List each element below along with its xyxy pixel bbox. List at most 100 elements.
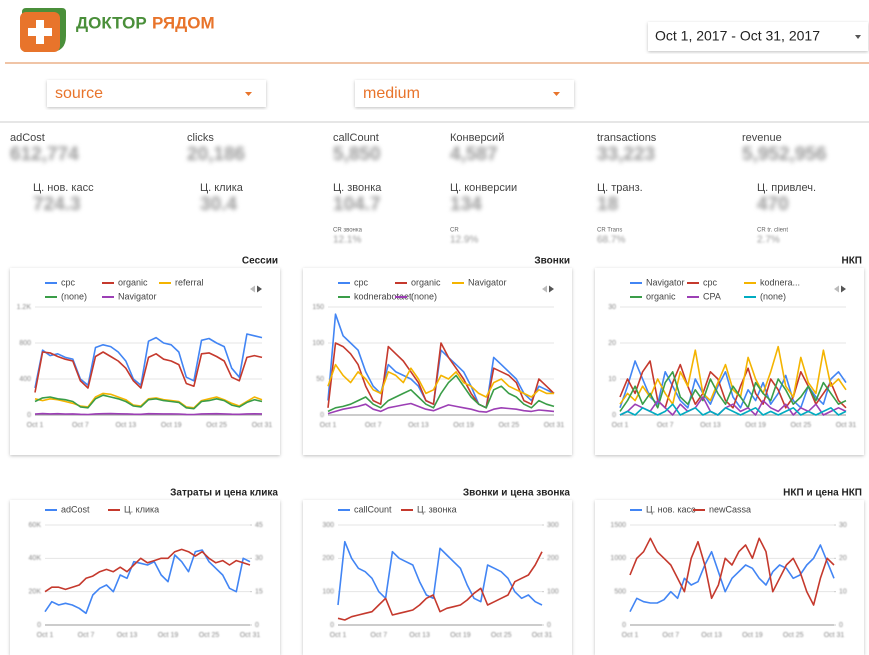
logo-word: РЯДОМ <box>152 13 215 32</box>
series-line <box>619 371 847 412</box>
series-line <box>629 544 835 613</box>
series-line <box>327 402 555 415</box>
metric-value: 724.3 <box>33 194 81 215</box>
y-tick-label: 0 <box>37 622 41 629</box>
x-tick-label: Oct 25 <box>498 422 519 429</box>
filter-box[interactable] <box>47 80 266 107</box>
y-tick-label: 20K <box>29 589 42 596</box>
series-line <box>629 537 835 606</box>
x-tick-label: Oct 1 <box>37 632 54 639</box>
x-tick-label: Oct 1 <box>320 422 337 429</box>
x-tick-label: Oct 19 <box>742 632 763 639</box>
y-tick-label: 1.2K <box>17 304 32 311</box>
legend-label: kodnera... <box>760 277 800 287</box>
filter-text: source <box>55 85 103 102</box>
y-tick-label: 0 <box>612 412 616 419</box>
y-tick-label: 100 <box>322 589 334 596</box>
y-tick-label: 100 <box>312 340 324 347</box>
series-line <box>34 394 263 410</box>
legend-label: referral <box>175 277 204 287</box>
pager-next <box>549 285 554 293</box>
x-tick-label: Oct 31 <box>240 632 261 639</box>
pager-prev <box>542 285 547 293</box>
series-line <box>327 342 555 409</box>
metric-value: 612,774 <box>10 144 79 165</box>
cr-value: 68.7% <box>597 235 625 246</box>
pager-next <box>841 285 846 293</box>
metric-value: 104.7 <box>333 194 381 215</box>
y2-tick-label: 100 <box>547 589 559 596</box>
y-tick-label: 30 <box>608 304 616 311</box>
x-tick-label: Oct 25 <box>491 632 512 639</box>
logo-cross <box>28 20 52 44</box>
cr-label: CR tr. client <box>757 228 788 234</box>
x-tick-label: Oct 13 <box>700 422 721 429</box>
x-tick-label: Oct 1 <box>27 422 44 429</box>
metric-label: revenue <box>742 132 782 144</box>
legend-label: cpc <box>354 277 369 287</box>
chart-title: Звонки и цена звонка <box>463 488 571 499</box>
y2-tick-label: 300 <box>547 522 559 529</box>
x-tick-label: Oct 31 <box>532 632 553 639</box>
metric-value: 4,587 <box>450 144 498 165</box>
y-tick-label: 500 <box>614 589 626 596</box>
date-range-picker[interactable]: Oct 1, 2017 - Oct 31, 2017 <box>648 22 868 51</box>
date-box[interactable] <box>648 22 868 51</box>
x-tick-label: Oct 7 <box>72 422 89 429</box>
y-tick-label: 0 <box>27 412 31 419</box>
cr-label: CR Trans <box>597 228 622 234</box>
pager-next <box>257 285 262 293</box>
x-tick-label: Oct 25 <box>783 632 804 639</box>
metric-label: Ц. конверсии <box>450 182 517 194</box>
y-tick-label: 0 <box>330 622 334 629</box>
series-line <box>34 392 263 409</box>
x-tick-label: Oct 1 <box>330 632 347 639</box>
y-tick-label: 1000 <box>610 555 626 562</box>
y2-tick-label: 30 <box>839 522 847 529</box>
metric-value: 33,223 <box>597 144 655 165</box>
y-tick-label: 40K <box>29 555 42 562</box>
y2-tick-label: 10 <box>839 589 847 596</box>
filter[interactable]: source <box>47 80 266 107</box>
legend-label: Navigator <box>468 277 507 287</box>
x-tick-label: Oct 25 <box>790 422 811 429</box>
metric-value: 20,186 <box>187 144 245 165</box>
metric-value: 470 <box>757 194 789 215</box>
cr-value: 12.9% <box>450 235 478 246</box>
x-tick-label: Oct 19 <box>161 422 182 429</box>
pager-prev <box>834 285 839 293</box>
y2-tick-label: 0 <box>255 622 259 629</box>
x-tick-label: Oct 31 <box>544 422 565 429</box>
y2-tick-label: 0 <box>839 622 843 629</box>
filter-box[interactable] <box>355 80 574 107</box>
metric-label: Ц. привлеч. <box>757 182 816 194</box>
x-tick-label: Oct 13 <box>115 422 136 429</box>
series-line <box>327 363 554 398</box>
x-tick-label: Oct 25 <box>206 422 227 429</box>
legend-label: callCount <box>354 504 392 514</box>
metric-value: 5,850 <box>333 144 381 165</box>
y-tick-label: 20 <box>608 340 616 347</box>
chart-card <box>303 500 572 655</box>
x-tick-label: Oct 13 <box>701 632 722 639</box>
legend-label: Ц. нов. касс <box>646 504 696 514</box>
legend-label: adCost <box>61 504 90 514</box>
filter[interactable]: medium <box>355 80 574 107</box>
legend-label: kodnerabotaet <box>354 291 412 301</box>
chart-card <box>10 500 280 655</box>
metric-label: clicks <box>187 132 214 144</box>
dropdown-arrow <box>245 92 252 96</box>
metric-value: 5,952,956 <box>742 144 827 165</box>
y-tick-label: 0 <box>320 412 324 419</box>
y-tick-label: 60K <box>29 522 42 529</box>
y-tick-label: 800 <box>19 340 31 347</box>
chart-card <box>595 268 864 455</box>
dropdown-arrow <box>553 92 560 96</box>
metric-label: Ц. нов. касс <box>33 182 94 194</box>
series-line <box>34 412 263 416</box>
y2-tick-label: 20 <box>839 555 847 562</box>
logo: ДОКТОР РЯДОМ <box>20 8 215 52</box>
x-tick-label: Oct 7 <box>78 632 95 639</box>
x-tick-label: Oct 13 <box>409 632 430 639</box>
series-line <box>337 551 543 621</box>
